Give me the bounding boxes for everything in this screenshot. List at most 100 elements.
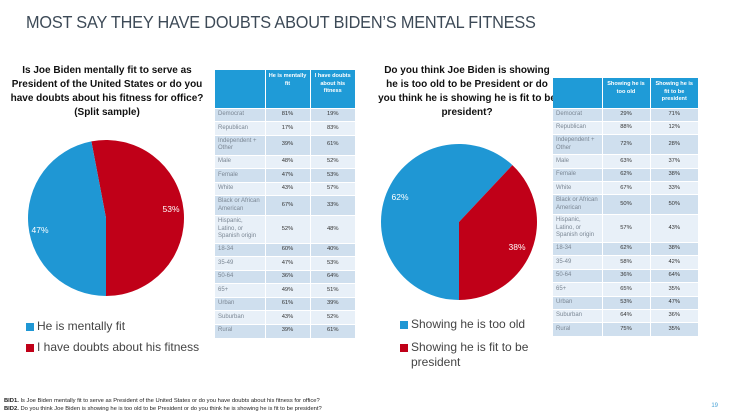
- row-value: 43%: [650, 214, 698, 243]
- row-value: 39%: [265, 134, 311, 155]
- table-row: 65+ 65% 35%: [553, 282, 698, 297]
- left-crosstab-table: He is mentally fit I have doubts about h…: [215, 70, 355, 338]
- legend-swatch-red: [26, 344, 34, 352]
- row-category: 65+: [215, 283, 266, 297]
- table-header-cell: [553, 78, 603, 108]
- row-category: Male: [215, 154, 266, 169]
- row-category: 65+: [553, 282, 603, 297]
- left-legend: He is mentally fit I have doubts about h…: [26, 319, 199, 361]
- pie-slice-showing-he-is-too-old: [381, 143, 513, 300]
- table-row: White 43% 57%: [215, 181, 355, 196]
- table-header-row: He is mentally fit I have doubts about h…: [215, 70, 355, 108]
- legend-item-doubts: I have doubts about his fitness: [26, 340, 199, 355]
- table-row: Rural 39% 61%: [215, 323, 355, 338]
- row-value: 62%: [602, 241, 651, 256]
- page-title: MOST SAY THEY HAVE DOUBTS ABOUT BIDEN’S …: [26, 12, 536, 32]
- table-row: 18-34 62% 38%: [553, 241, 698, 256]
- table-row: Hispanic, Latino, or Spanish origin 57% 43…: [553, 214, 698, 243]
- footnote-bid2: BID2. Do you think Joe Biden is showing …: [4, 405, 322, 413]
- row-value: 38%: [650, 241, 698, 256]
- row-category: 18-34: [553, 241, 603, 256]
- table-row: Male 48% 52%: [215, 154, 355, 169]
- row-value: 52%: [265, 215, 311, 243]
- row-value: 36%: [602, 268, 651, 283]
- row-value: 36%: [265, 269, 311, 284]
- row-value: 53%: [310, 168, 355, 182]
- row-value: 19%: [310, 107, 355, 122]
- row-value: 33%: [650, 181, 698, 195]
- row-value: 35%: [650, 322, 698, 337]
- row-category: 18-34: [215, 242, 266, 257]
- table-row: Democrat 81% 19%: [215, 107, 355, 122]
- row-value: 53%: [602, 295, 651, 310]
- right-legend: Showing he is too old Showing he is fit …: [400, 317, 540, 378]
- row-category: Urban: [553, 295, 603, 310]
- row-value: 35%: [650, 282, 698, 297]
- row-category: 50-64: [553, 268, 603, 283]
- legend-label: Showing he is too old: [411, 317, 526, 331]
- row-value: 61%: [310, 323, 355, 338]
- row-category: 35-49: [215, 256, 266, 270]
- table-row: Suburban 64% 36%: [553, 308, 698, 323]
- row-category: Urban: [215, 296, 266, 311]
- row-value: 81%: [265, 107, 311, 122]
- row-value: 58%: [602, 255, 651, 270]
- row-category: Rural: [553, 322, 603, 337]
- row-value: 50%: [650, 194, 698, 215]
- row-category: Female: [215, 168, 266, 182]
- row-value: 61%: [265, 296, 311, 311]
- row-value: 64%: [602, 308, 651, 323]
- row-value: 53%: [310, 256, 355, 270]
- table-row: 18-34 60% 40%: [215, 242, 355, 257]
- legend-label: I have doubts about his fitness: [37, 340, 200, 354]
- row-category: Independent + Other: [215, 134, 266, 155]
- table-row: Hispanic, Latino, or Spanish origin 52% 48…: [215, 215, 355, 243]
- row-value: 51%: [310, 283, 355, 297]
- row-category: Republican: [553, 120, 603, 135]
- row-category: 35-49: [553, 255, 603, 270]
- row-category: Suburban: [215, 310, 266, 324]
- legend-label: He is mentally fit: [37, 319, 126, 333]
- legend-label: Showing he is fit to be president: [411, 340, 529, 369]
- row-value: 17%: [265, 121, 311, 135]
- table-row: Republican 88% 12%: [553, 120, 698, 135]
- row-value: 47%: [265, 256, 311, 270]
- row-category: Female: [553, 167, 603, 182]
- row-value: 65%: [602, 282, 651, 297]
- footnotes: BID1. Is Joe Biden mentally fit to serve…: [4, 397, 322, 413]
- table-row: 35-49 58% 42%: [553, 255, 698, 270]
- row-value: 12%: [650, 120, 698, 135]
- pie-slice-he-is-mentally-fit: [27, 141, 107, 296]
- row-value: 72%: [602, 134, 651, 155]
- table-row: White 67% 33%: [553, 181, 698, 195]
- row-value: 39%: [310, 296, 355, 311]
- row-value: 75%: [602, 322, 651, 337]
- table-header-cell: Showing he is fit to be president: [650, 78, 698, 108]
- table-header-row: Showing he is too old Showing he is fit …: [553, 78, 698, 108]
- row-value: 29%: [602, 107, 651, 122]
- row-category: Hispanic, Latino, or Spanish origin: [553, 214, 603, 243]
- row-value: 43%: [265, 181, 311, 196]
- table-row: Black or African American 67% 33%: [215, 195, 355, 216]
- legend-swatch-blue: [400, 321, 408, 329]
- row-value: 40%: [310, 242, 355, 257]
- row-value: 43%: [265, 310, 311, 324]
- pie-data-label: 62%: [391, 192, 408, 202]
- pie-slice-i-have-doubts-about-his-fitness: [91, 140, 184, 296]
- row-value: 52%: [310, 154, 355, 169]
- row-value: 47%: [650, 295, 698, 310]
- row-value: 50%: [602, 194, 651, 215]
- pie-slice-showing-he-is-fit-to-be-president: [459, 165, 537, 300]
- row-category: Democrat: [215, 107, 266, 122]
- row-value: 64%: [310, 269, 355, 284]
- table-row: 35-49 47% 53%: [215, 256, 355, 270]
- row-category: Suburban: [553, 308, 603, 323]
- row-value: 71%: [650, 107, 698, 122]
- table-row: Suburban 43% 52%: [215, 310, 355, 324]
- row-value: 36%: [650, 308, 698, 323]
- page-number: 19: [711, 403, 718, 409]
- table-header-cell: [215, 70, 266, 108]
- table-row: Independent + Other 72% 28%: [553, 134, 698, 155]
- table-row: Rural 75% 35%: [553, 322, 698, 337]
